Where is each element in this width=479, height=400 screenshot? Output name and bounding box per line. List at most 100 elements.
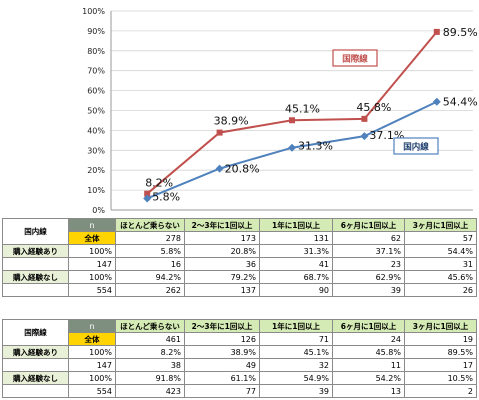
table-cell: 37.1% bbox=[332, 244, 405, 258]
data-point bbox=[216, 129, 223, 136]
y-axis-ticks: 0% 10% 20% 30% 40% 50% 60% 70% 80% 90% 100% bbox=[82, 7, 105, 213]
table-cell: 49 bbox=[184, 358, 260, 372]
table-cell: 62 bbox=[332, 231, 405, 245]
column-header: 3ヶ月に1回以上 bbox=[404, 319, 477, 333]
table-cell: 79.2% bbox=[184, 270, 260, 284]
table-cell: 100% bbox=[68, 345, 116, 359]
column-header: ほとんど乗らない bbox=[115, 319, 185, 333]
column-header: ほとんど乗らない bbox=[115, 218, 185, 232]
data-label: 38.9% bbox=[214, 115, 249, 128]
table-cell: 45.8% bbox=[332, 345, 405, 359]
data-label: 45.1% bbox=[285, 102, 320, 115]
domestic-table: 国内線 n ほとんど乗らない 2～3年に1回以上 1年に1回以上 6ヶ月に1回以… bbox=[2, 218, 477, 297]
column-header: 2～3年に1回以上 bbox=[184, 218, 260, 232]
table-cell: 91.8% bbox=[115, 371, 185, 385]
table-cell: 45.1% bbox=[259, 345, 333, 359]
total-label: 全体 bbox=[68, 231, 116, 245]
table-cell: 36 bbox=[184, 257, 260, 271]
n-header: n bbox=[68, 319, 116, 333]
table-row: 購入経験あり 100% 8.2% 38.9% 45.1% 45.8% 89.5% bbox=[2, 345, 477, 359]
table-cell: 2 bbox=[404, 384, 477, 398]
table-cell: 54.2% bbox=[332, 371, 405, 385]
y-tick-label: 40% bbox=[87, 126, 105, 135]
column-header: 3ヶ月に1回以上 bbox=[404, 218, 477, 232]
international-table: 国際線 n ほとんど乗らない 2～3年に1回以上 1年に1回以上 6ヶ月に1回以… bbox=[2, 319, 477, 398]
group-label: 購入経験なし bbox=[2, 270, 69, 284]
table-cell: 423 bbox=[115, 384, 185, 398]
table-cell: 100% bbox=[68, 270, 116, 284]
line-chart: 0% 10% 20% 30% 40% 50% 60% 70% 80% 90% 100% 8.2% 38… bbox=[82, 7, 478, 213]
total-label: 全体 bbox=[68, 332, 116, 346]
column-header: 1年に1回以上 bbox=[259, 319, 333, 333]
data-point bbox=[360, 132, 369, 141]
table-cell: 57 bbox=[404, 231, 477, 245]
table-row: 554 423 77 39 13 2 bbox=[2, 384, 477, 398]
table-cell: 39 bbox=[259, 384, 333, 398]
data-point bbox=[143, 194, 152, 203]
table-row: 購入経験なし 100% 94.2% 79.2% 68.7% 62.9% 45.6… bbox=[2, 270, 477, 284]
series-label-domestic: 国内線 bbox=[393, 137, 439, 155]
data-labels: 8.2%38.9%45.1% 45.8%89.5%5.8%20.8%31.3%37… bbox=[145, 26, 478, 204]
group-label: 購入経験あり bbox=[2, 345, 69, 359]
y-tick-label: 30% bbox=[87, 146, 105, 155]
n-header: n bbox=[68, 218, 116, 232]
data-label: 54.4% bbox=[443, 96, 478, 109]
table-cell: 147 bbox=[68, 257, 116, 271]
y-tick-label: 60% bbox=[87, 87, 105, 96]
y-tick-label: 100% bbox=[82, 7, 105, 16]
table-header-row: 国際線 n ほとんど乗らない 2～3年に1回以上 1年に1回以上 6ヶ月に1回以… bbox=[2, 319, 477, 346]
y-tick-label: 90% bbox=[87, 27, 105, 36]
table-cell: 31.3% bbox=[259, 244, 333, 258]
y-tick-label: 0% bbox=[92, 206, 105, 213]
table-total-row: 全体 461 126 71 24 19 bbox=[3, 332, 477, 346]
table-cell: 68.7% bbox=[259, 270, 333, 284]
data-label: 20.8% bbox=[225, 163, 260, 176]
table-cell: 61.1% bbox=[184, 371, 260, 385]
table-header-row: 国内線 n ほとんど乗らない 2～3年に1回以上 1年に1回以上 6ヶ月に1回以… bbox=[2, 218, 477, 245]
table-cell: 17 bbox=[404, 358, 477, 372]
data-point bbox=[432, 97, 441, 106]
table-row: 147 38 49 32 11 17 bbox=[2, 358, 477, 372]
table-cell: 54.9% bbox=[259, 371, 333, 385]
table-total-row: 全体 278 173 131 62 57 bbox=[3, 231, 477, 245]
table-cell: 147 bbox=[68, 358, 116, 372]
table-row: 購入経験なし 100% 91.8% 61.1% 54.9% 54.2% 10.5… bbox=[2, 371, 477, 385]
data-label: 8.2% bbox=[145, 177, 173, 190]
data-point bbox=[289, 117, 295, 124]
y-tick-label: 80% bbox=[87, 47, 105, 56]
table-cell: 173 bbox=[184, 231, 260, 245]
y-tick-label: 20% bbox=[87, 166, 105, 175]
group-spacer bbox=[2, 384, 69, 398]
group-label: 購入経験あり bbox=[2, 244, 69, 258]
table-cell: 13 bbox=[332, 384, 405, 398]
data-point bbox=[144, 190, 151, 197]
table-cell: 38 bbox=[115, 358, 185, 372]
table-row: 購入経験あり 100% 5.8% 20.8% 31.3% 37.1% 54.4% bbox=[2, 244, 477, 258]
data-label: 31.3% bbox=[298, 140, 333, 153]
data-label: 45.8% bbox=[356, 101, 391, 114]
table-cell: 77 bbox=[184, 384, 260, 398]
data-point bbox=[361, 115, 368, 122]
table-cell: 278 bbox=[115, 231, 185, 245]
table-cell: 26 bbox=[404, 283, 477, 297]
table-cell: 137 bbox=[184, 283, 260, 297]
table-cell: 5.8% bbox=[115, 244, 185, 258]
table-cell: 38.9% bbox=[184, 345, 260, 359]
group-spacer bbox=[2, 283, 69, 297]
table-cell: 11 bbox=[332, 358, 405, 372]
svg-text:国内線: 国内線 bbox=[403, 142, 429, 153]
svg-text:国際線: 国際線 bbox=[342, 54, 368, 65]
table-cell: 94.2% bbox=[115, 270, 185, 284]
table-cell: 554 bbox=[68, 384, 116, 398]
data-point bbox=[433, 28, 440, 35]
table-cell: 71 bbox=[259, 332, 333, 346]
table-cell: 31 bbox=[404, 257, 477, 271]
table-cell: 24 bbox=[332, 332, 405, 346]
column-header: 1年に1回以上 bbox=[259, 218, 333, 232]
group-spacer bbox=[2, 257, 69, 271]
table-row: 554 262 137 90 39 26 bbox=[2, 283, 477, 297]
table-cell: 54.4% bbox=[404, 244, 477, 258]
table-cell: 461 bbox=[115, 332, 185, 346]
table-cell: 39 bbox=[332, 283, 405, 297]
column-header: 6ヶ月に1回以上 bbox=[332, 319, 405, 333]
